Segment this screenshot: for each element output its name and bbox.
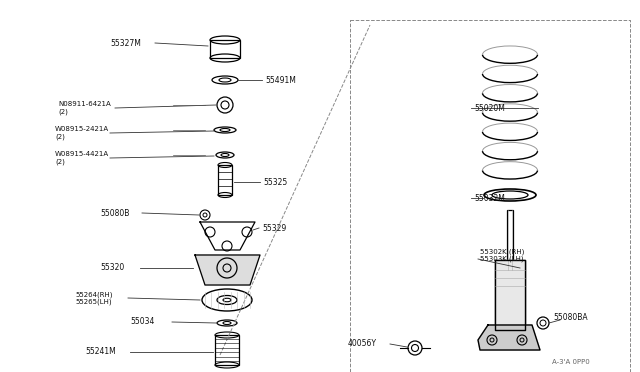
- Text: A-3'A 0PP0: A-3'A 0PP0: [552, 359, 590, 365]
- Text: 55320: 55320: [100, 263, 124, 273]
- Text: 55034: 55034: [130, 317, 154, 327]
- Bar: [215, 335, 239, 365]
- Polygon shape: [495, 260, 525, 330]
- Text: 55329: 55329: [262, 224, 286, 232]
- Text: W08915-4421A
(2): W08915-4421A (2): [55, 151, 109, 165]
- Text: 55327M: 55327M: [110, 38, 141, 48]
- Text: 55264(RH)
55265(LH): 55264(RH) 55265(LH): [75, 291, 113, 305]
- Text: 55020M: 55020M: [474, 103, 505, 112]
- Text: 55080BA: 55080BA: [553, 314, 588, 323]
- Bar: [495, 260, 525, 330]
- Polygon shape: [478, 325, 540, 350]
- Text: 55241M: 55241M: [85, 347, 116, 356]
- Polygon shape: [195, 255, 260, 285]
- Text: 40056Y: 40056Y: [348, 340, 377, 349]
- Text: 55032M: 55032M: [474, 193, 505, 202]
- Bar: [507, 210, 513, 270]
- Text: 55491M: 55491M: [265, 76, 296, 84]
- Text: N08911-6421A
(2): N08911-6421A (2): [58, 101, 111, 115]
- Text: 55325: 55325: [263, 177, 287, 186]
- Text: 55080B: 55080B: [100, 208, 129, 218]
- Text: W08915-2421A
(2): W08915-2421A (2): [55, 126, 109, 140]
- Bar: [210, 40, 240, 58]
- Bar: [218, 165, 232, 195]
- Text: 55302K (RH)
55303K (LH): 55302K (RH) 55303K (LH): [480, 248, 524, 262]
